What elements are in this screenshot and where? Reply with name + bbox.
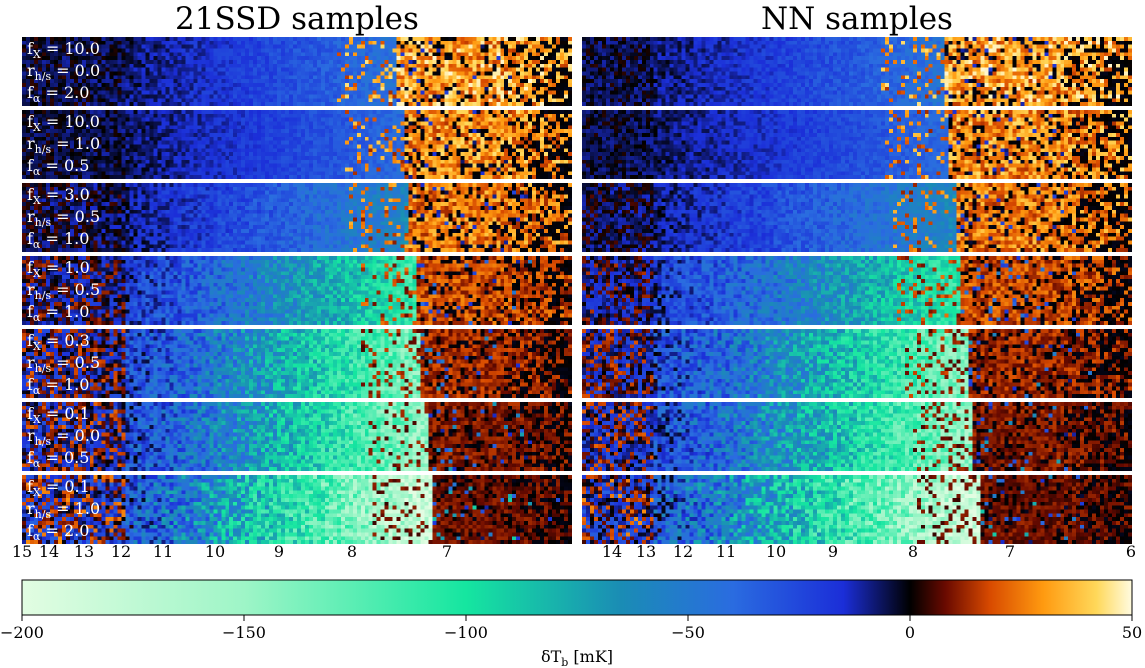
x-axis-ticks: 15 14 13 12 11 10 9 8 7 14 13 12 11 10 9 8 7 6 [12,542,1136,561]
x-tick-label: 11 [716,542,736,561]
nn-heatmap-row-7 [582,475,1132,544]
right-panel-title: NN samples [761,1,953,37]
nn-heatmap-row-1 [582,37,1132,106]
nn-heatmap-row-3 [582,183,1132,252]
param-label: fα = 1.0 [27,302,89,324]
left-panel-title: 21SSD samples [175,1,419,37]
param-label: fX = 1.0 [27,258,90,280]
ssd21-heatmap-row-1 [22,37,572,106]
colorbar-tick-label: 0 [905,623,915,642]
param-label: fX = 0.1 [27,477,90,499]
nn-heatmap-row-6 [582,402,1132,471]
x-tick-label: 8 [908,542,918,561]
param-label: rh/s = 0.5 [27,353,100,375]
x-tick-label: 13 [636,542,656,561]
colorbar [21,579,1133,616]
x-tick-label: 10 [205,542,225,561]
colorbar-tick-label: −150 [222,623,266,642]
x-tick-label: 15 [12,542,32,561]
x-tick-label: 11 [153,542,173,561]
ssd21-heatmap-row-3 [22,183,572,252]
param-label: rh/s = 0.0 [27,61,100,83]
parameter-labels: fX = 10.0rh/s = 0.0fα = 2.0fX = 10.0rh/s… [27,39,100,543]
param-label: fX = 0.1 [27,404,90,426]
ssd21-heatmap-row-6 [22,402,572,471]
ssd21-heatmap-row-4 [22,256,572,325]
x-tick-label: 7 [1005,542,1015,561]
x-tick-label: 6 [1126,542,1136,561]
param-label: fX = 10.0 [27,39,100,61]
colorbar-ticks: −200 −150 −100 −50 0 50 [0,615,1142,642]
nn-heatmap-row-2 [582,110,1132,179]
param-label: fα = 0.5 [27,448,89,470]
x-tick-label: 9 [828,542,838,561]
param-label: fα = 2.0 [27,521,89,543]
colorbar-tick-label: −200 [0,623,44,642]
param-label: fα = 2.0 [27,83,89,105]
ssd21-heatmap-row-5 [22,329,572,398]
nn-heatmap-row-5 [582,329,1132,398]
x-tick-label: 12 [111,542,131,561]
param-label: rh/s = 0.0 [27,426,100,448]
param-label: rh/s = 1.0 [27,134,100,156]
x-tick-label: 14 [602,542,622,561]
ssd21-heatmap-row-2 [22,110,572,179]
colorbar-tick-label: −50 [671,623,705,642]
x-tick-label: 7 [442,542,452,561]
x-tick-label: 12 [673,542,693,561]
nn-heatmap-row-4 [582,256,1132,325]
ssd21-heatmap-row-7 [22,475,572,544]
x-tick-label: 13 [74,542,94,561]
param-label: rh/s = 1.0 [27,499,100,521]
x-tick-label: 14 [39,542,59,561]
param-label: fα = 1.0 [27,229,89,251]
param-label: rh/s = 0.5 [27,207,100,229]
x-tick-label: 9 [274,542,284,561]
x-tick-label: 10 [766,542,786,561]
heatmap-panels [22,37,1132,544]
colorbar-tick-label: −100 [444,623,488,642]
colorbar-tick-label: 50 [1122,623,1142,642]
param-label: fX = 0.3 [27,331,90,353]
param-label: fα = 0.5 [27,156,89,178]
colorbar-label: δTb [mK] [541,647,613,668]
param-label: fα = 1.0 [27,375,89,397]
param-label: fX = 3.0 [27,185,90,207]
param-label: rh/s = 0.5 [27,280,100,302]
x-tick-label: 8 [347,542,357,561]
param-label: fX = 10.0 [27,112,100,134]
